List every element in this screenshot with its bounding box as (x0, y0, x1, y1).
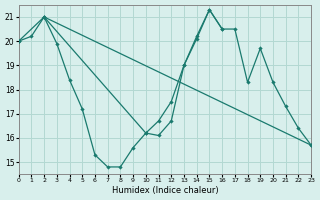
X-axis label: Humidex (Indice chaleur): Humidex (Indice chaleur) (112, 186, 218, 195)
